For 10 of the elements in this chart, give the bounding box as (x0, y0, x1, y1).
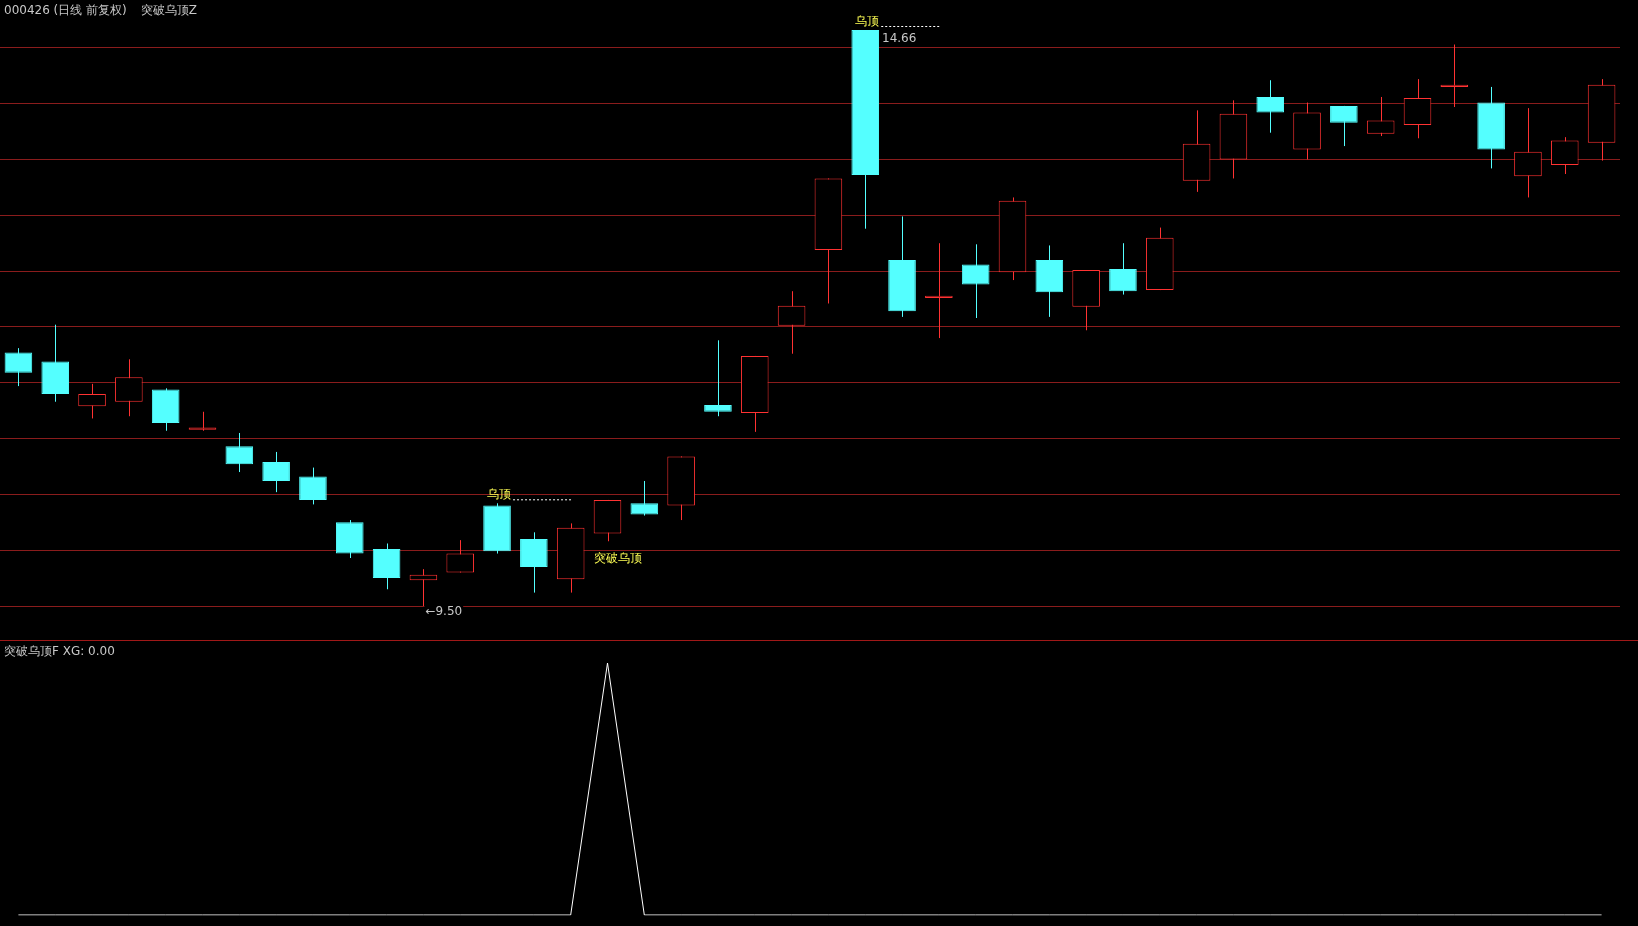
chart-subtitle: 突破乌顶Z (140, 3, 198, 17)
chart-title: 000426 (日线 前复权) (4, 3, 127, 17)
annotation: 乌顶 (855, 14, 880, 29)
annotation: 14.66 (882, 31, 917, 46)
candlestick (704, 339, 732, 417)
candlestick (188, 411, 217, 432)
annotation: 乌顶 (487, 487, 512, 502)
chart-title: 突破乌顶F XG: 0.00 (4, 644, 115, 658)
annotation: ←9.50 (425, 604, 463, 619)
annotation: 突破乌顶 (593, 551, 642, 566)
